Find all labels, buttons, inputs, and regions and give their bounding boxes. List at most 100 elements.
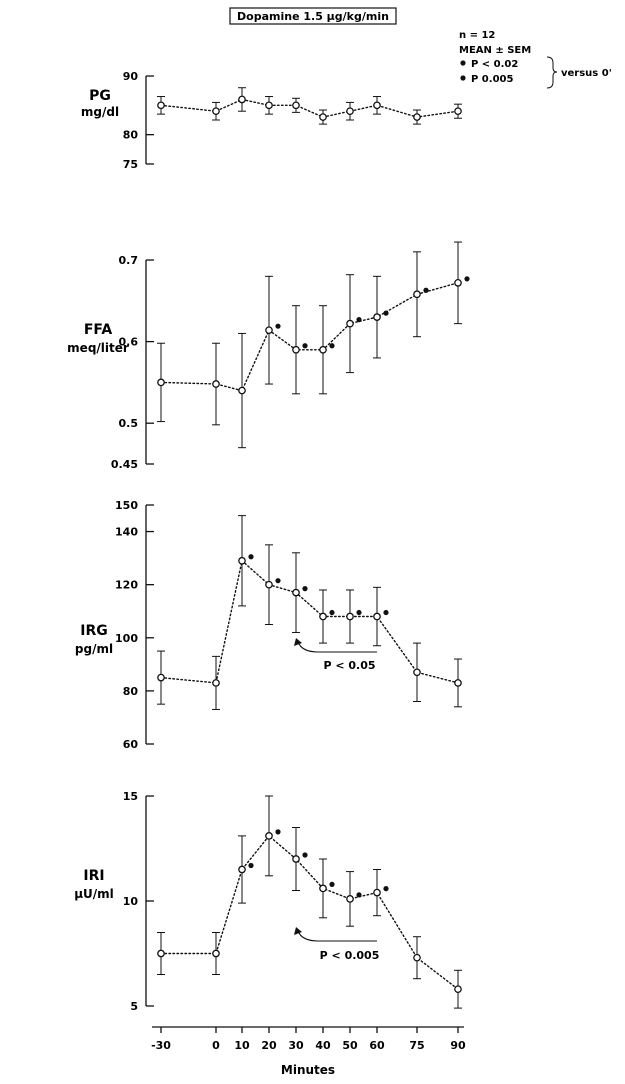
ffa-title: FFA (84, 322, 113, 338)
iri-data-point (346, 895, 354, 903)
iri-data-point (454, 985, 462, 994)
legend-versus: versus 0' (561, 68, 612, 79)
x-tick-label: -30 (151, 1039, 171, 1052)
irg-data-point (413, 668, 421, 677)
ffa-y-tick-label: 0.7 (119, 254, 139, 267)
x-tick-label: 0 (212, 1039, 220, 1052)
irg-data-point (238, 556, 246, 565)
irg-y-tick-label: 80 (123, 685, 139, 698)
irg-series-line (160, 559, 459, 684)
iri-data-point (319, 884, 327, 893)
irg-significance-dot (356, 609, 362, 616)
ffa-significance-dot (383, 310, 389, 316)
title-box: Dopamine 1.5 µg/kg/min (229, 7, 397, 25)
iri-significance-dot (248, 862, 254, 869)
irg-y-tick-label: 150 (115, 499, 138, 512)
legend-n: n = 12 (459, 30, 495, 41)
ffa-significance-dot (329, 343, 335, 349)
x-tick-label: 75 (409, 1039, 424, 1052)
iri-series-line (160, 834, 459, 990)
ffa-unit: meq/liter (67, 341, 129, 355)
iri-y-tick-label: 5 (130, 1000, 138, 1013)
pg-data-point (454, 107, 462, 116)
irg-significance-dot (275, 578, 281, 584)
ffa-y-tick-label: 0.45 (111, 458, 138, 471)
ffa-significance-dot (275, 323, 281, 329)
x-tick-label: 90 (450, 1039, 466, 1052)
irg-annotation-arrow-line (297, 641, 377, 653)
x-tick-label: 30 (288, 1039, 304, 1052)
iri-annotation-arrowhead (294, 927, 302, 935)
pg-data-point (157, 101, 165, 110)
iri-annotation-arrow-line (297, 930, 377, 942)
iri-data-point (265, 832, 273, 840)
irg-data-point (265, 580, 273, 589)
ffa-data-point (373, 313, 381, 321)
pg-title: PG (89, 88, 111, 104)
pg-y-tick-label: 75 (123, 158, 138, 171)
irg-annotation: P < 0.05 (323, 659, 375, 672)
pg-y-tick-label: 90 (123, 70, 139, 83)
irg-y-tick-label: 120 (115, 579, 138, 592)
pg-y-tick-label: 80 (123, 129, 139, 142)
ffa-series-line (160, 282, 459, 392)
ffa-y-tick-label: 0.5 (119, 417, 139, 430)
ffa-data-point (346, 319, 354, 328)
irg-title: IRG (80, 623, 107, 639)
ffa-data-point (212, 380, 220, 388)
iri-data-point (292, 855, 300, 863)
ffa-data-point (157, 378, 165, 387)
ffa-data-point (238, 386, 246, 395)
iri-y-tick-label: 10 (123, 895, 139, 908)
iri-significance-dot (302, 852, 308, 858)
x-tick-label: 10 (234, 1039, 250, 1052)
iri-data-point (373, 888, 381, 897)
legend-mean: MEAN ± SEM (459, 45, 531, 56)
pg-data-point (292, 101, 300, 110)
irg-significance-dot (383, 609, 389, 616)
legend: n = 12 MEAN ± SEM P < 0.02 P 0.005 versu… (459, 30, 612, 89)
x-axis: -30 0 10 20 30 40 50 60 75 90 (151, 1026, 466, 1052)
pg-data-point (346, 107, 354, 116)
pg-data-point (265, 101, 273, 110)
chart-title: Dopamine 1.5 µg/kg/min (237, 10, 389, 23)
panel-irg: 60 80 100 120 140 150 IRG pg/ml P < 0.05 (75, 499, 462, 751)
iri-significance-dot (356, 892, 362, 898)
irg-significance-dot (329, 609, 335, 616)
iri-significance-dot (383, 886, 389, 892)
ffa-significance-dot (423, 287, 429, 293)
x-axis-label: Minutes (281, 1063, 335, 1077)
legend-dot-1 (460, 60, 466, 66)
ffa-data-point (292, 345, 300, 354)
iri-y-tick-label: 15 (123, 790, 138, 803)
irg-unit: pg/ml (75, 642, 113, 656)
panel-iri: 5 10 15 IRI µU/ml P < 0.005 (74, 790, 462, 1013)
legend-brace (546, 56, 558, 89)
ffa-significance-dot (464, 276, 470, 282)
legend-p2: P 0.005 (471, 74, 513, 85)
pg-data-point (413, 113, 421, 121)
iri-data-point (413, 953, 421, 962)
iri-annotation: P < 0.005 (320, 949, 380, 962)
ffa-significance-dot (302, 343, 308, 349)
x-tick-label: 60 (369, 1039, 385, 1052)
iri-unit: µU/ml (74, 887, 114, 901)
irg-data-point (157, 673, 165, 682)
legend-dot-2 (460, 75, 466, 81)
panel-ffa: 0.45 0.5 0.6 0.7 FFA meq/liter (67, 241, 470, 471)
pg-data-point (238, 95, 246, 104)
iri-significance-dot (329, 881, 335, 888)
irg-data-point (454, 679, 462, 687)
irg-data-point (212, 679, 220, 687)
iri-significance-dot (275, 829, 281, 835)
iri-data-point (157, 949, 165, 958)
irg-y-tick-label: 140 (115, 526, 138, 539)
legend-p1: P < 0.02 (471, 59, 518, 70)
irg-data-point (373, 612, 381, 621)
ffa-data-point (413, 290, 421, 299)
irg-significance-dot (302, 586, 308, 592)
irg-data-point (319, 612, 327, 621)
ffa-data-point (265, 326, 273, 335)
